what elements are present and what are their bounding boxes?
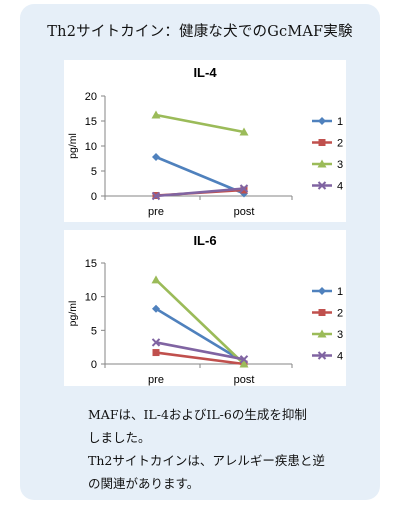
legend-marker — [317, 329, 327, 338]
note-line-4: の関連があります。 — [88, 476, 200, 491]
il6-chart: IL-6 pg/ml 0 5 10 15 pre post 1 2 3 4 — [64, 230, 346, 386]
legend-label: 2 — [337, 308, 343, 320]
x-tick-label: pre — [148, 206, 164, 218]
legend-item: 3 — [312, 159, 343, 171]
y-tick-label: 10 — [85, 141, 97, 153]
legend-marker — [317, 181, 327, 190]
series-4 — [151, 338, 249, 364]
y-tick-label: 0 — [91, 191, 97, 203]
note-line-3: Th2サイトカインは、アレルギー疾患と逆 — [88, 453, 325, 468]
data-point — [240, 186, 248, 194]
legend-item: 3 — [312, 329, 343, 341]
legend-label: 1 — [337, 286, 343, 298]
legend-label: 3 — [337, 329, 343, 341]
series-line — [154, 155, 246, 195]
il4-chart: IL-4 pg/ml 0 5 10 15 20 pre post 1 2 3 4 — [64, 60, 346, 222]
data-point — [239, 184, 249, 193]
legend-item: 1 — [312, 116, 343, 128]
series-3 — [151, 275, 249, 368]
legend-label: 4 — [337, 181, 343, 193]
legend-item: 4 — [312, 181, 343, 193]
legend-item: 2 — [312, 138, 343, 150]
y-tick-label: 5 — [91, 325, 97, 337]
note-line-1: MAFは、IL-4およびIL-6の生成を抑制 — [88, 407, 307, 422]
y-tick-label: 20 — [85, 91, 97, 103]
data-point — [239, 359, 249, 368]
note-line-2: しました。 — [88, 430, 151, 445]
series-line — [154, 351, 246, 366]
legend-marker — [318, 309, 326, 316]
legend-marker — [317, 159, 327, 168]
series-4 — [151, 184, 249, 201]
legend-marker — [318, 139, 326, 146]
data-point — [151, 191, 161, 201]
legend-label: 1 — [337, 116, 343, 128]
chart-title: IL-6 — [193, 233, 216, 248]
series-3 — [151, 110, 249, 136]
series-line — [154, 341, 246, 361]
x-tick-label: pre — [148, 374, 164, 386]
series-line — [154, 187, 246, 198]
y-tick-label: 10 — [85, 292, 97, 304]
data-point — [152, 304, 160, 313]
x-tick-label: post — [234, 374, 255, 386]
y-tick-label: 15 — [85, 258, 97, 270]
series-line — [154, 307, 246, 364]
legend-marker — [317, 351, 327, 360]
y-tick-label: 15 — [85, 116, 97, 128]
legend-item: 2 — [312, 308, 343, 320]
legend-marker — [318, 117, 326, 125]
legend-label: 2 — [337, 138, 343, 150]
data-point — [151, 275, 161, 284]
chart-svg: IL-4 pg/ml 0 5 10 15 20 pre post 1 2 3 4 — [67, 65, 343, 218]
y-axis-label: pg/ml — [67, 301, 79, 327]
data-point — [239, 355, 249, 364]
y-axis-label: pg/ml — [67, 133, 79, 159]
data-point — [239, 127, 249, 136]
legend-item: 4 — [312, 351, 343, 363]
data-point — [152, 153, 160, 161]
chart-svg: IL-6 pg/ml 0 5 10 15 pre post 1 2 3 4 — [67, 233, 343, 386]
legend-marker — [318, 287, 326, 295]
legend-label: 3 — [337, 159, 343, 171]
legend-label: 4 — [337, 351, 343, 363]
y-tick-label: 5 — [91, 166, 97, 178]
data-point — [152, 349, 160, 357]
data-point — [151, 110, 161, 119]
series-line — [154, 278, 246, 366]
data-point — [151, 338, 161, 347]
x-tick-label: post — [234, 206, 255, 218]
chart-title: IL-4 — [193, 65, 217, 80]
y-tick-label: 0 — [91, 359, 97, 371]
page-title: Th2サイトカイン：健康な犬でのGcMAF実験 — [47, 24, 353, 40]
series-line — [154, 113, 246, 134]
legend-item: 1 — [312, 286, 343, 298]
